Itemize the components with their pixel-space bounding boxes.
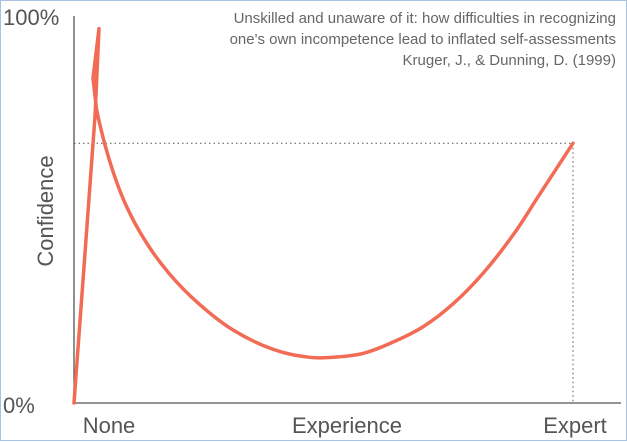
x-tick-label-none: None xyxy=(83,413,136,438)
citation-line-2: one's own incompetence lead to inflated … xyxy=(230,31,616,48)
confidence-curve xyxy=(72,26,575,405)
citation-line-3: Kruger, J., & Dunning, D. (1999) xyxy=(403,52,616,69)
y-tick-label-max: 100% xyxy=(3,5,59,30)
citation-line-1: Unskilled and unaware of it: how difficu… xyxy=(234,10,616,27)
x-tick-label-experience: Experience xyxy=(292,413,402,438)
x-tick-label-expert: Expert xyxy=(543,413,607,438)
y-tick-label-min: 0% xyxy=(3,393,35,418)
y-axis-label: Confidence xyxy=(33,155,58,266)
